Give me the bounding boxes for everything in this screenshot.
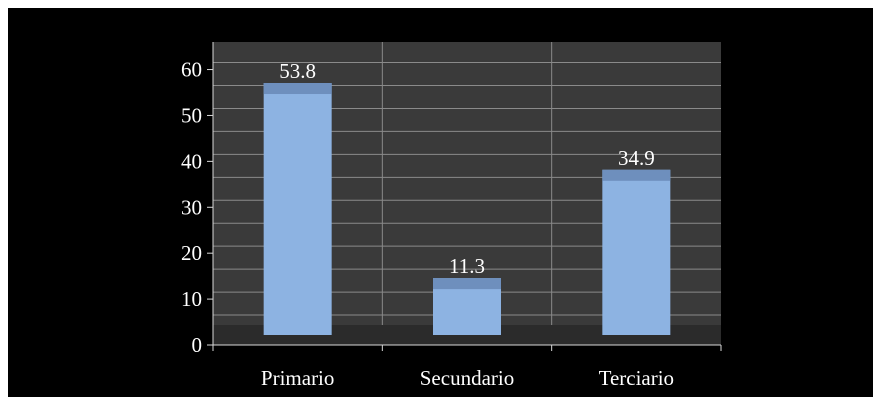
bar-top [602,169,671,181]
bar-body [263,83,332,335]
bars [263,83,671,335]
bar-terciario [602,169,671,335]
y-tick-label: 30 [181,195,202,219]
y-tick-label: 50 [181,103,202,127]
data-label: 11.3 [449,254,485,278]
y-tick-label: 20 [181,241,202,265]
x-tick-labels: Primario Secundario Terciario [261,366,674,390]
bar-primario [263,83,332,335]
axes [207,42,722,351]
bar-top [263,83,332,95]
bar-secundario [433,278,501,335]
x-tick-label: Terciario [599,366,674,390]
bar-top [433,278,501,290]
y-tick-label: 40 [181,149,202,173]
x-tick-label: Primario [261,366,335,390]
x-tick-label: Secundario [420,366,514,390]
bar-body [602,169,671,335]
y-tick-label: 60 [181,58,202,82]
y-tick-label: 0 [192,333,203,357]
y-tick-label: 10 [181,287,202,311]
data-label: 34.9 [618,146,655,170]
data-labels: 53.8 11.3 34.9 [279,59,654,278]
y-tick-labels: 0 10 20 30 40 50 60 [181,58,202,357]
data-label: 53.8 [279,59,316,83]
